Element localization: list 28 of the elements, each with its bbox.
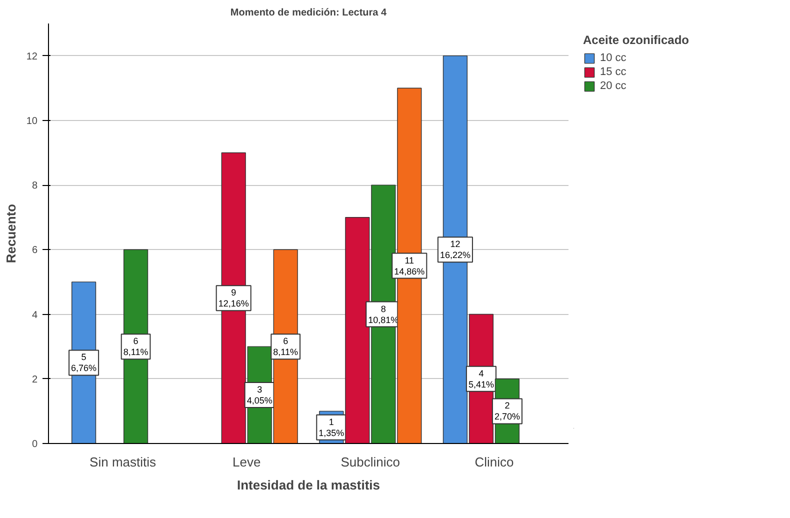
data-label: 11 14,86% (394, 255, 425, 276)
y-tick-label: 10 (26, 116, 38, 127)
legend-label: 10 cc (600, 52, 626, 64)
data-label: 3 4,05% (246, 384, 272, 406)
y-tick-label: 6 (32, 245, 38, 256)
data-label: 12 16,22% (440, 239, 470, 260)
y-tick-label: 0 (32, 439, 38, 450)
x-tick-label: Sin mastitis (90, 454, 157, 470)
x-tick-label: Subclinico (340, 454, 400, 470)
data-label: 6 8,11% (273, 336, 298, 358)
y-tick-label: 4 (32, 310, 38, 321)
legend-title: Aceite ozonificado (583, 33, 690, 47)
legend-label: 15 cc (600, 66, 626, 78)
legend-label: 20 cc (600, 80, 626, 92)
data-label: 4 5,41% (468, 368, 494, 390)
y-tick-label: 8 (32, 180, 38, 192)
chart-title: Momento de medición: Lectura 4 (230, 8, 388, 18)
data-label: 1 1,35% (318, 416, 344, 438)
x-tick-label: Clinico (474, 454, 514, 470)
x-axis-title: Intesidad de la mastitis (236, 478, 380, 492)
data-label: 6 8,11% (123, 336, 148, 358)
y-axis-title: Recuento (3, 204, 18, 264)
x-tick-label: Leve (232, 454, 261, 470)
data-label: 9 12,16% (218, 288, 249, 309)
y-tick-label: 2 (32, 374, 38, 386)
y-tick-label: 12 (26, 51, 38, 62)
data-label: 2 2,70% (494, 400, 520, 422)
data-label: 5 6,76% (71, 352, 97, 374)
